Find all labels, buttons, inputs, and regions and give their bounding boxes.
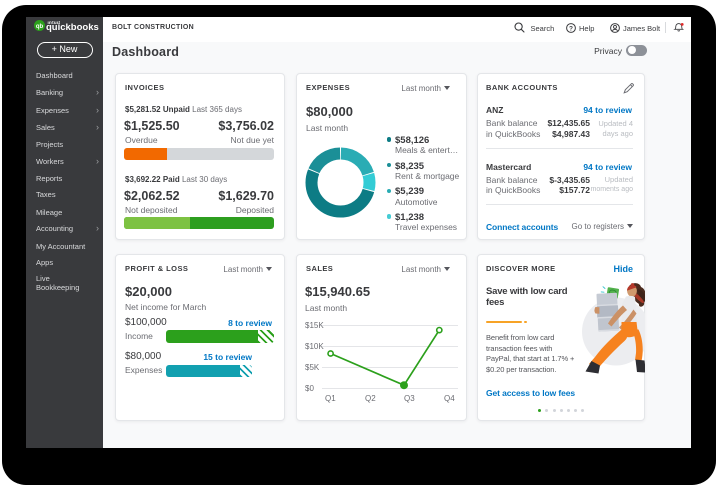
svg-text:$0: $0 bbox=[305, 384, 314, 393]
svg-text:Q1: Q1 bbox=[325, 394, 336, 403]
svg-text:$5K: $5K bbox=[305, 363, 320, 372]
svg-text:Q2: Q2 bbox=[365, 394, 376, 403]
svg-text:?: ? bbox=[569, 25, 573, 32]
svg-text:$10K: $10K bbox=[305, 342, 324, 351]
svg-text:$15K: $15K bbox=[305, 321, 324, 330]
svg-text:Q3: Q3 bbox=[404, 394, 415, 403]
svg-text:Q4: Q4 bbox=[444, 394, 455, 403]
svg-text:qb: qb bbox=[35, 24, 43, 30]
